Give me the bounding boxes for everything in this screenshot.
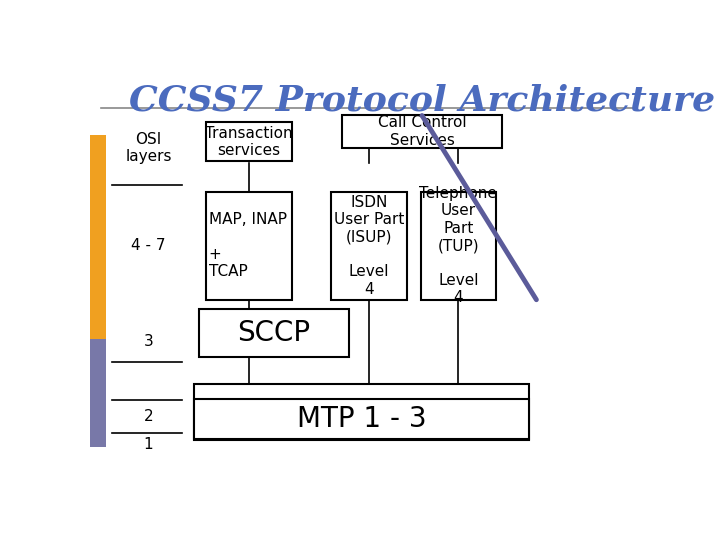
Text: MAP, INAP

+
TCAP: MAP, INAP + TCAP [209, 212, 287, 279]
Bar [194, 384, 529, 440]
Text: 3: 3 [144, 334, 153, 349]
Bar [206, 122, 292, 161]
Bar [199, 309, 349, 357]
Bar [90, 136, 106, 447]
Text: ISDN
User Part
(ISUP)

Level
4: ISDN User Part (ISUP) Level 4 [334, 195, 404, 296]
Bar [343, 114, 502, 148]
Bar [206, 192, 292, 300]
Text: 1: 1 [144, 437, 153, 452]
Text: Telephone
User
Part
(TUP)

Level
4: Telephone User Part (TUP) Level 4 [419, 186, 498, 306]
Text: MTP 1 - 3: MTP 1 - 3 [297, 405, 426, 433]
Text: 4 - 7: 4 - 7 [131, 238, 166, 253]
Text: CCSS7 Protocol Architecture: CCSS7 Protocol Architecture [129, 84, 715, 118]
Text: OSI
layers: OSI layers [125, 132, 172, 164]
Text: SCCP: SCCP [238, 319, 311, 347]
Bar [420, 192, 496, 300]
Text: 2: 2 [144, 409, 153, 424]
Bar [90, 339, 106, 447]
Bar [331, 192, 407, 300]
Text: Call Control
Services: Call Control Services [378, 115, 467, 147]
Bar [194, 399, 529, 439]
Text: Transaction
services: Transaction services [205, 125, 293, 158]
